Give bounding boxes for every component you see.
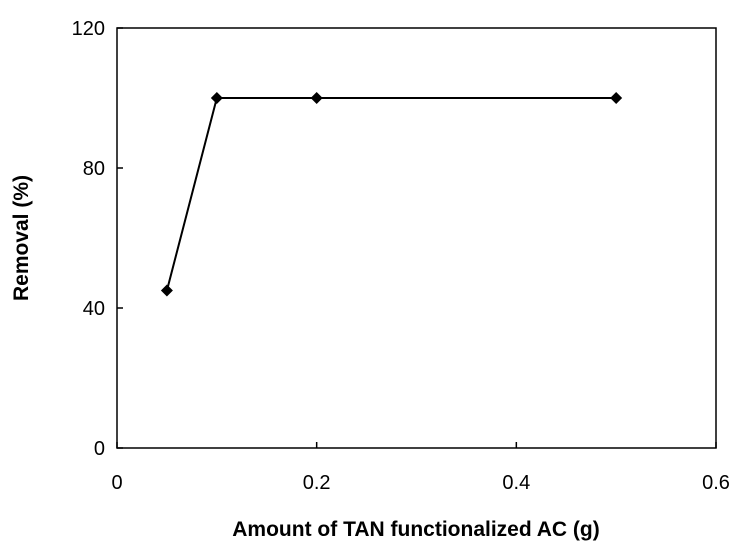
x-tick-label: 0.2	[303, 472, 331, 494]
data-point-marker	[610, 92, 623, 104]
x-tick-label: 0.6	[702, 472, 730, 494]
y-tick-label: 40	[83, 298, 105, 320]
y-axis-label: Removal (%)	[10, 175, 33, 301]
x-axis-ticks: 0 0.2 0.4 0.6	[111, 442, 730, 494]
series-layer	[160, 92, 623, 297]
y-tick-label: 120	[72, 18, 105, 40]
y-axis-ticks: 0 40 80 120	[72, 18, 123, 460]
data-point-marker	[160, 284, 173, 297]
data-point-marker	[210, 92, 223, 104]
plot-area	[116, 27, 717, 449]
x-tick-label: 0	[111, 472, 122, 494]
x-tick-label: 0.4	[502, 472, 530, 494]
y-tick-label: 80	[83, 158, 105, 180]
series-line	[165, 97, 617, 291]
data-point-marker	[310, 92, 323, 104]
x-axis-label: Amount of TAN functionalized AC (g)	[232, 518, 599, 541]
y-tick-label: 0	[94, 438, 105, 460]
